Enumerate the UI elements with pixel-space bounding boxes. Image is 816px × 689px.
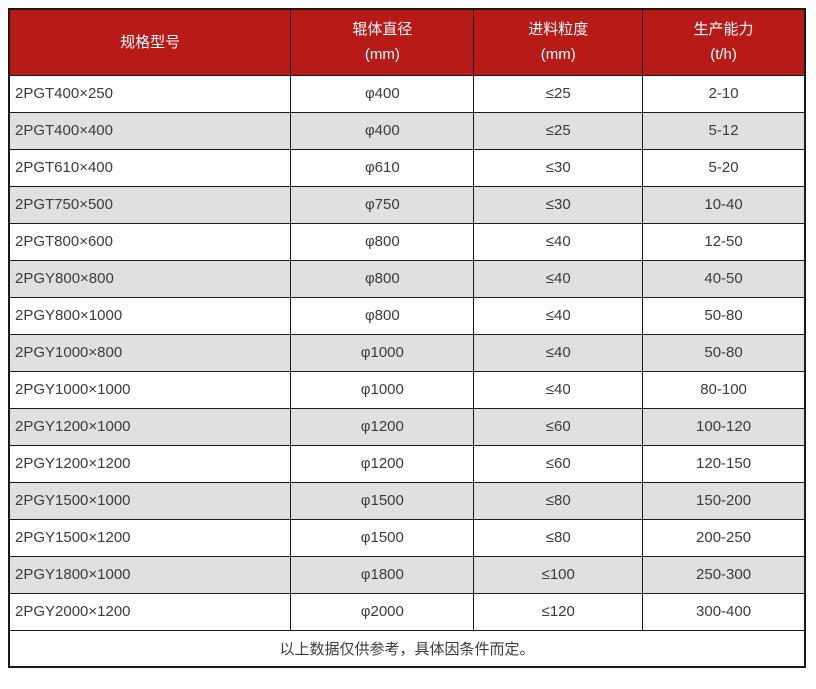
table-row: 2PGY1000×1000 φ1000 ≤40 80-100 <box>8 370 806 409</box>
header-roller-diameter: 辊体直径 (mm) <box>290 8 475 76</box>
model-cell: 2PGT800×600 <box>8 222 292 261</box>
capacity-cell: 5-20 <box>642 148 806 187</box>
feed-size-cell: ≤40 <box>473 296 644 335</box>
model-cell: 2PGY1000×800 <box>8 333 292 372</box>
table-row: 2PGT400×250 φ400 ≤25 2-10 <box>8 74 806 113</box>
model-cell: 2PGY800×1000 <box>8 296 292 335</box>
model-cell: 2PGT400×400 <box>8 111 292 150</box>
header-roller-diameter-unit: (mm) <box>364 46 400 64</box>
header-capacity-label: 生产能力 <box>693 20 754 38</box>
model-cell: 2PGY1000×1000 <box>8 370 292 409</box>
capacity-cell: 200-250 <box>642 518 806 557</box>
capacity-cell: 12-50 <box>642 222 806 261</box>
table-row: 2PGY1500×1200 φ1500 ≤80 200-250 <box>8 518 806 557</box>
feed-size-cell: ≤40 <box>473 222 644 261</box>
table-row: 2PGY1200×1000 φ1200 ≤60 100-120 <box>8 407 806 446</box>
table-row: 2PGT400×400 φ400 ≤25 5-12 <box>8 111 806 150</box>
header-feed-size-unit: (mm) <box>540 46 576 64</box>
table-footer: 以上数据仅供参考，具体因条件而定。 <box>8 629 806 668</box>
table-header: 规格型号 辊体直径 (mm) 进料粒度 (mm) 生产能力 (t/h) <box>8 8 806 76</box>
roller-diameter-cell: φ1500 <box>290 481 475 520</box>
roller-diameter-cell: φ1500 <box>290 518 475 557</box>
feed-size-cell: ≤120 <box>473 592 644 631</box>
capacity-cell: 300-400 <box>642 592 806 631</box>
capacity-cell: 120-150 <box>642 444 806 483</box>
capacity-cell: 50-80 <box>642 333 806 372</box>
header-feed-size: 进料粒度 (mm) <box>473 8 644 76</box>
header-roller-diameter-label: 辊体直径 <box>352 20 413 38</box>
roller-diameter-cell: φ1800 <box>290 555 475 594</box>
roller-diameter-cell: φ1000 <box>290 333 475 372</box>
capacity-cell: 10-40 <box>642 185 806 224</box>
feed-size-cell: ≤60 <box>473 407 644 446</box>
roller-diameter-cell: φ1200 <box>290 407 475 446</box>
model-cell: 2PGY1200×1200 <box>8 444 292 483</box>
capacity-cell: 50-80 <box>642 296 806 335</box>
table-row: 2PGY2000×1200 φ2000 ≤120 300-400 <box>8 592 806 631</box>
table-body: 2PGT400×250 φ400 ≤25 2-10 2PGT400×400 φ4… <box>8 74 806 631</box>
header-model: 规格型号 <box>8 8 292 76</box>
feed-size-cell: ≤80 <box>473 481 644 520</box>
roller-diameter-cell: φ610 <box>290 148 475 187</box>
feed-size-cell: ≤25 <box>473 111 644 150</box>
capacity-cell: 80-100 <box>642 370 806 409</box>
model-cell: 2PGT400×250 <box>8 74 292 113</box>
capacity-cell: 100-120 <box>642 407 806 446</box>
capacity-cell: 40-50 <box>642 259 806 298</box>
feed-size-cell: ≤40 <box>473 370 644 409</box>
feed-size-cell: ≤40 <box>473 259 644 298</box>
capacity-cell: 250-300 <box>642 555 806 594</box>
feed-size-cell: ≤30 <box>473 185 644 224</box>
table-row: 2PGT750×500 φ750 ≤30 10-40 <box>8 185 806 224</box>
header-feed-size-label: 进料粒度 <box>528 20 589 38</box>
model-cell: 2PGT610×400 <box>8 148 292 187</box>
capacity-cell: 150-200 <box>642 481 806 520</box>
roller-diameter-cell: φ400 <box>290 74 475 113</box>
roller-diameter-cell: φ800 <box>290 222 475 261</box>
table-row: 2PGY800×1000 φ800 ≤40 50-80 <box>8 296 806 335</box>
header-model-label: 规格型号 <box>120 33 181 51</box>
roller-diameter-cell: φ750 <box>290 185 475 224</box>
feed-size-cell: ≤25 <box>473 74 644 113</box>
roller-diameter-cell: φ1000 <box>290 370 475 409</box>
model-cell: 2PGY1800×1000 <box>8 555 292 594</box>
model-cell: 2PGT750×500 <box>8 185 292 224</box>
feed-size-cell: ≤60 <box>473 444 644 483</box>
model-cell: 2PGY2000×1200 <box>8 592 292 631</box>
table-row: 2PGT610×400 φ610 ≤30 5-20 <box>8 148 806 187</box>
capacity-cell: 5-12 <box>642 111 806 150</box>
roller-diameter-cell: φ400 <box>290 111 475 150</box>
model-cell: 2PGY800×800 <box>8 259 292 298</box>
feed-size-cell: ≤100 <box>473 555 644 594</box>
model-cell: 2PGY1200×1000 <box>8 407 292 446</box>
header-capacity: 生产能力 (t/h) <box>642 8 806 76</box>
roller-diameter-cell: φ800 <box>290 296 475 335</box>
table-row: 2PGY1000×800 φ1000 ≤40 50-80 <box>8 333 806 372</box>
header-row: 规格型号 辊体直径 (mm) 进料粒度 (mm) 生产能力 (t/h) <box>8 8 806 76</box>
model-cell: 2PGY1500×1200 <box>8 518 292 557</box>
header-capacity-unit: (t/h) <box>710 46 737 64</box>
footnote-cell: 以上数据仅供参考，具体因条件而定。 <box>8 629 806 668</box>
feed-size-cell: ≤80 <box>473 518 644 557</box>
table-row: 2PGY1800×1000 φ1800 ≤100 250-300 <box>8 555 806 594</box>
footnote-row: 以上数据仅供参考，具体因条件而定。 <box>8 629 806 668</box>
capacity-cell: 2-10 <box>642 74 806 113</box>
table-row: 2PGY800×800 φ800 ≤40 40-50 <box>8 259 806 298</box>
table-row: 2PGT800×600 φ800 ≤40 12-50 <box>8 222 806 261</box>
feed-size-cell: ≤30 <box>473 148 644 187</box>
model-cell: 2PGY1500×1000 <box>8 481 292 520</box>
table-row: 2PGY1200×1200 φ1200 ≤60 120-150 <box>8 444 806 483</box>
spec-table: 规格型号 辊体直径 (mm) 进料粒度 (mm) 生产能力 (t/h) 2PGT… <box>8 8 806 668</box>
roller-diameter-cell: φ2000 <box>290 592 475 631</box>
roller-diameter-cell: φ800 <box>290 259 475 298</box>
feed-size-cell: ≤40 <box>473 333 644 372</box>
roller-diameter-cell: φ1200 <box>290 444 475 483</box>
table-row: 2PGY1500×1000 φ1500 ≤80 150-200 <box>8 481 806 520</box>
